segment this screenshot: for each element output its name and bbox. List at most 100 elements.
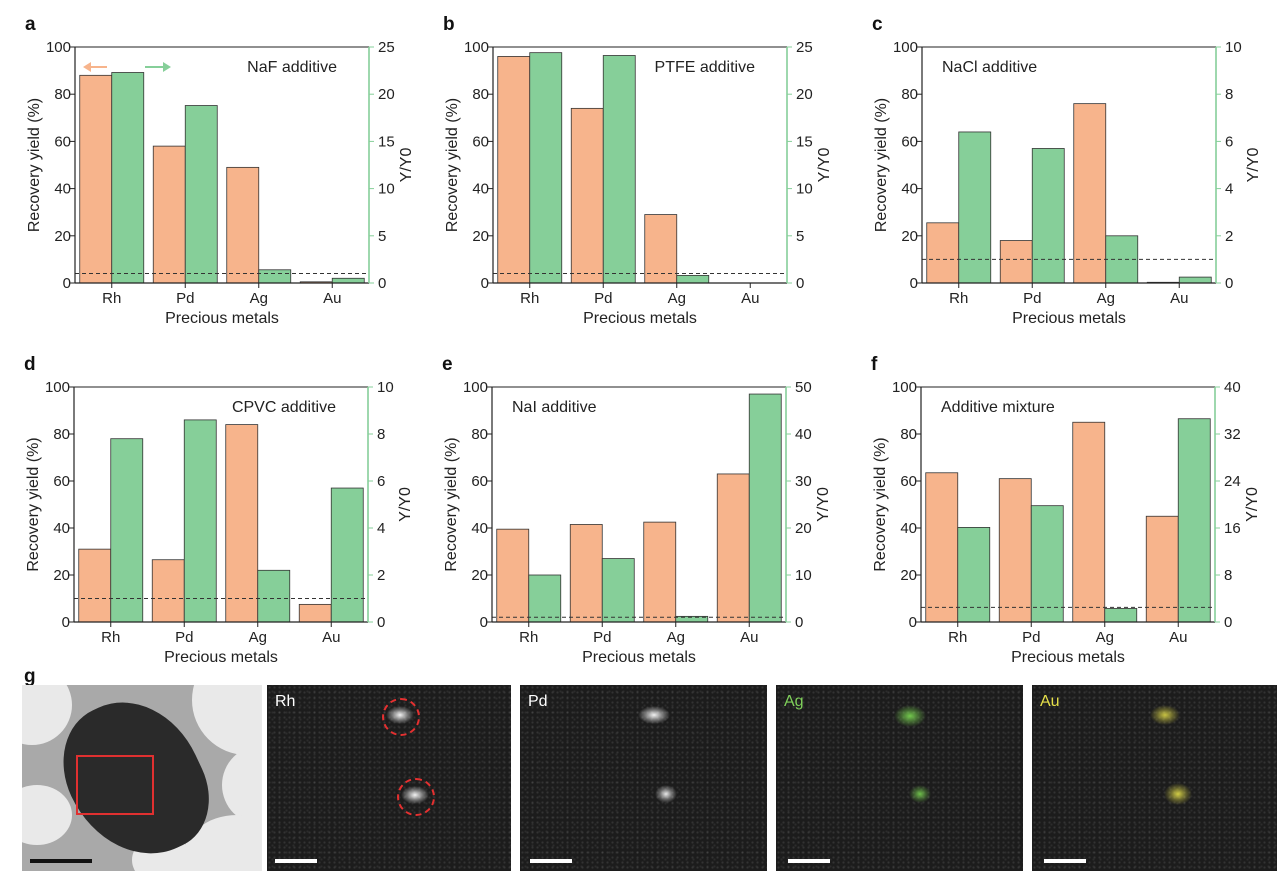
y-tick-label: 60 xyxy=(53,473,70,490)
ag-cluster xyxy=(894,705,926,727)
panel-letter: b xyxy=(443,14,455,35)
y-tick-label: 100 xyxy=(463,379,488,396)
tem-hole xyxy=(222,745,262,825)
recovery-bar xyxy=(926,222,960,284)
y2-tick-label: 0 xyxy=(796,275,804,292)
x-tick-label: Au xyxy=(740,629,758,646)
ag-cluster xyxy=(909,785,931,803)
yratio-bar xyxy=(1178,276,1212,284)
panel-letter: c xyxy=(872,14,883,35)
x-tick-label: Rh xyxy=(949,290,968,307)
scale-bar xyxy=(275,859,317,863)
recovery-bar xyxy=(298,603,332,623)
y2-axis-label: Y/Y0 xyxy=(1245,148,1262,183)
y2-tick-label: 15 xyxy=(796,133,813,150)
bar-chart-panels: aRh Pd Ag Au0204060801000510152025Precious … xyxy=(24,14,1262,666)
yratio-bar xyxy=(1031,148,1065,284)
x-tick-label: Ag xyxy=(667,629,685,646)
chart-annotation: CPVC additive xyxy=(232,399,336,416)
eds-map-ag: Ag xyxy=(776,685,1023,871)
y2-tick-label: 4 xyxy=(377,520,385,537)
y2-tick-label: 20 xyxy=(795,520,812,537)
x-tick-label: Pd xyxy=(1022,629,1040,646)
y2-tick-label: 10 xyxy=(377,379,394,396)
x-tick-label: Rh xyxy=(102,290,121,307)
x-tick-label: Rh xyxy=(520,290,539,307)
y2-tick-label: 25 xyxy=(378,39,395,56)
yratio-bar xyxy=(258,269,292,284)
x-axis-label: Precious metals xyxy=(165,310,279,327)
x-axis-label: Precious metals xyxy=(164,649,278,666)
recovery-bar xyxy=(1145,515,1179,623)
scale-bar xyxy=(530,859,572,863)
y2-tick-label: 6 xyxy=(377,473,385,490)
chart-annotation: PTFE additive xyxy=(655,59,756,76)
left-arrow-icon xyxy=(83,62,91,72)
x-tick-label: Pd xyxy=(593,629,611,646)
y2-tick-label: 15 xyxy=(378,133,395,150)
recovery-bar xyxy=(643,521,677,623)
y2-tick-label: 40 xyxy=(795,426,812,443)
recovery-bar xyxy=(569,524,603,623)
y2-axis-label: Y/Y0 xyxy=(397,487,414,522)
selected-region-box xyxy=(76,755,154,815)
y-tick-label: 80 xyxy=(901,86,918,103)
y-tick-label: 20 xyxy=(471,567,488,584)
y2-tick-label: 0 xyxy=(378,275,386,292)
y2-tick-label: 10 xyxy=(1225,39,1242,56)
y-tick-label: 60 xyxy=(54,133,71,150)
yratio-bar xyxy=(330,487,364,623)
panel-letter: e xyxy=(442,354,453,375)
panel-letter: f xyxy=(871,354,878,375)
y2-axis-label: Y/Y0 xyxy=(398,148,415,183)
y-axis-label: Recovery yield (%) xyxy=(25,437,42,571)
x-tick-label: Ag xyxy=(1097,290,1115,307)
y2-tick-label: 5 xyxy=(796,228,804,245)
tem-hole xyxy=(22,685,72,745)
eds-map-au: Au xyxy=(1032,685,1277,871)
y2-axis-label: Y/Y0 xyxy=(816,148,833,183)
pd-cluster xyxy=(655,785,677,803)
element-label-rh: Rh xyxy=(275,693,296,710)
y-tick-label: 40 xyxy=(901,181,918,198)
y-tick-label: 40 xyxy=(900,520,917,537)
y2-tick-label: 6 xyxy=(1225,133,1233,150)
x-tick-label: Au xyxy=(741,290,759,307)
y2-tick-label: 0 xyxy=(377,614,385,631)
y2-tick-label: 50 xyxy=(795,379,812,396)
recovery-bar xyxy=(152,145,186,284)
yratio-bar xyxy=(957,527,991,623)
scale-bar xyxy=(1044,859,1086,863)
x-axis-label: Precious metals xyxy=(582,649,696,666)
y-tick-label: 80 xyxy=(53,426,70,443)
x-tick-label: Ag xyxy=(250,290,268,307)
eds-map-rh: Rh xyxy=(267,685,511,871)
y-tick-label: 40 xyxy=(472,181,489,198)
element-label-pd: Pd xyxy=(528,693,548,710)
y2-tick-label: 4 xyxy=(1225,181,1233,198)
y2-tick-label: 10 xyxy=(378,181,395,198)
x-tick-label: Pd xyxy=(594,290,612,307)
chart-annotation: NaCl additive xyxy=(942,59,1037,76)
rh-cluster-circle xyxy=(397,778,435,816)
y-tick-label: 100 xyxy=(45,379,70,396)
recovery-bar xyxy=(570,107,604,284)
chart-annotation: Additive mixture xyxy=(941,399,1055,416)
recovery-bar xyxy=(998,478,1032,623)
y2-tick-label: 24 xyxy=(1224,473,1241,490)
y-tick-label: 0 xyxy=(63,275,71,292)
x-tick-label: Rh xyxy=(101,629,120,646)
y-tick-label: 20 xyxy=(54,228,71,245)
yratio-bar xyxy=(958,131,992,284)
x-tick-label: Au xyxy=(1170,290,1188,307)
y2-tick-label: 16 xyxy=(1224,520,1241,537)
scale-bar xyxy=(30,859,92,863)
y2-tick-label: 20 xyxy=(378,86,395,103)
yratio-bar xyxy=(601,558,635,623)
x-tick-label: Pd xyxy=(175,629,193,646)
y-axis-label: Recovery yield (%) xyxy=(26,98,43,232)
yratio-bar xyxy=(184,105,218,284)
yratio-bar xyxy=(529,52,563,284)
y-tick-label: 80 xyxy=(900,426,917,443)
y-tick-label: 100 xyxy=(893,39,918,56)
